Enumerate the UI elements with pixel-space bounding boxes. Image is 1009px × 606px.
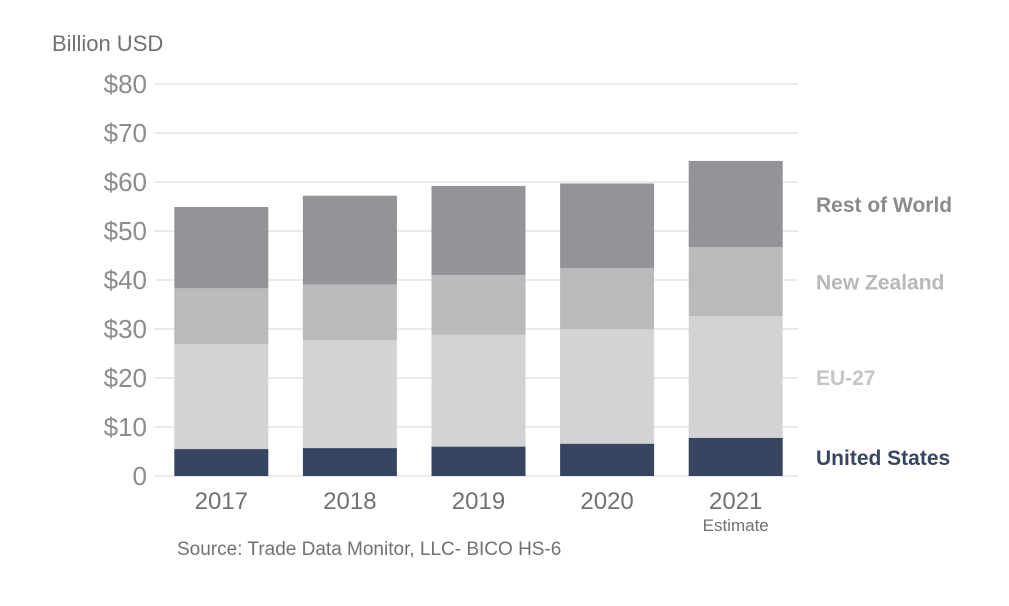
bar-segment-eu-27-2017 bbox=[174, 344, 269, 450]
bar-segment-new-zealand-2018 bbox=[302, 284, 397, 341]
y-axis-ticks: 0 $10 $20 $30 $40 $50 $60 $70 $80 bbox=[104, 69, 147, 491]
bar-segment-eu-27-2020 bbox=[560, 329, 655, 444]
y-tick-label: 0 bbox=[133, 461, 147, 491]
bar-segment-united-states-2018 bbox=[302, 448, 397, 476]
x-tick-label: 2018 bbox=[323, 488, 376, 515]
bar-segment-united-states-2021 bbox=[688, 437, 783, 476]
y-tick-label: $50 bbox=[104, 216, 147, 246]
bar-segment-eu-27-2019 bbox=[431, 334, 526, 447]
y-axis-label: Billion USD bbox=[52, 31, 163, 56]
bar-segment-rest-of-world-2021 bbox=[688, 160, 783, 248]
bar-segment-rest-of-world-2018 bbox=[302, 195, 397, 285]
y-tick-label: $60 bbox=[104, 167, 147, 197]
x-tick-label: 2020 bbox=[580, 488, 633, 515]
y-tick-label: $70 bbox=[104, 118, 147, 148]
legend-item-rest-of-world: Rest of World bbox=[816, 194, 952, 217]
legend-item-united-states: United States bbox=[816, 447, 950, 470]
bar-segment-rest-of-world-2017 bbox=[174, 206, 269, 289]
legend-item-eu-27: EU-27 bbox=[816, 367, 876, 390]
bar-segment-united-states-2017 bbox=[174, 449, 269, 476]
legend-item-new-zealand: New Zealand bbox=[816, 272, 944, 295]
bar-segment-rest-of-world-2019 bbox=[431, 185, 526, 276]
bar-segment-united-states-2020 bbox=[560, 443, 655, 476]
x-tick-label: 2019 bbox=[452, 488, 505, 515]
bar-segment-eu-27-2018 bbox=[302, 340, 397, 449]
y-tick-label: $20 bbox=[104, 363, 147, 393]
bar-segment-new-zealand-2017 bbox=[174, 288, 269, 345]
x-tick-sublabel: Estimate bbox=[703, 516, 769, 535]
legend: United States EU-27 New Zealand Rest of Wor… bbox=[816, 194, 952, 470]
y-tick-label: $80 bbox=[104, 69, 147, 99]
y-tick-label: $30 bbox=[104, 314, 147, 344]
x-tick-label: 2021 bbox=[709, 488, 762, 515]
bar-segment-new-zealand-2021 bbox=[688, 247, 783, 317]
bars bbox=[174, 160, 783, 476]
bar-segment-rest-of-world-2020 bbox=[560, 183, 655, 269]
x-tick-label: 2017 bbox=[195, 488, 248, 515]
y-tick-label: $40 bbox=[104, 265, 147, 295]
y-tick-label: $10 bbox=[104, 412, 147, 442]
bar-segment-new-zealand-2020 bbox=[560, 268, 655, 329]
source-note: Source: Trade Data Monitor, LLC- BICO HS… bbox=[177, 539, 561, 560]
bar-segment-eu-27-2021 bbox=[688, 316, 783, 438]
bar-segment-united-states-2019 bbox=[431, 446, 526, 476]
bar-segment-new-zealand-2019 bbox=[431, 275, 526, 335]
